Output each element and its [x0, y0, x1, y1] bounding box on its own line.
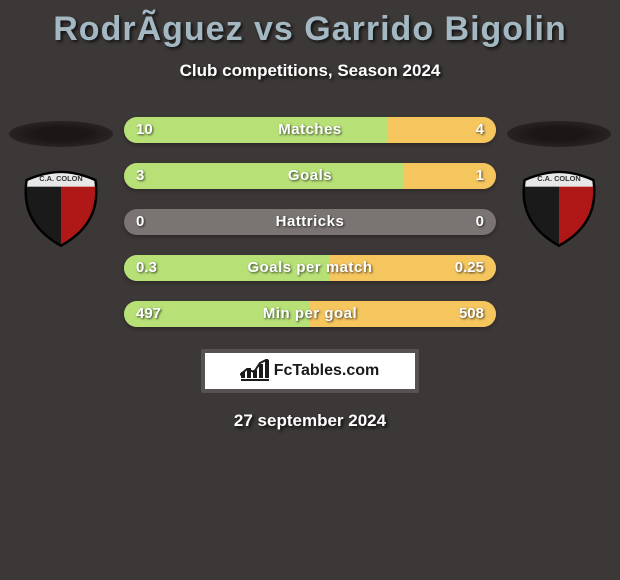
- stat-bars: 10Matches43Goals10Hattricks00.3Goals per…: [116, 117, 504, 327]
- stat-label: Goals per match: [124, 255, 496, 281]
- comparison-container: C.A. COLON 10Matches43Goals10Hattricks00…: [0, 117, 620, 327]
- stat-value-right: 0: [476, 209, 484, 235]
- avatar-shadow-left: [9, 121, 113, 147]
- svg-text:C.A. COLON: C.A. COLON: [39, 174, 82, 183]
- stat-value-right: 1: [476, 163, 484, 189]
- subtitle: Club competitions, Season 2024: [0, 61, 620, 81]
- shield-icon: C.A. COLON: [20, 167, 102, 249]
- club-shield-right: C.A. COLON: [518, 167, 600, 249]
- stat-label: Goals: [124, 163, 496, 189]
- date-line: 27 september 2024: [0, 411, 620, 431]
- stat-row-hattricks: 0Hattricks0: [124, 209, 496, 235]
- stat-value-right: 0.25: [455, 255, 484, 281]
- stat-row-matches: 10Matches4: [124, 117, 496, 143]
- stat-row-goals: 3Goals1: [124, 163, 496, 189]
- stat-label: Matches: [124, 117, 496, 143]
- bar-chart-icon: [241, 361, 269, 381]
- club-shield-left: C.A. COLON: [20, 167, 102, 249]
- avatar-shadow-right: [507, 121, 611, 147]
- svg-text:C.A. COLON: C.A. COLON: [537, 174, 580, 183]
- shield-icon: C.A. COLON: [518, 167, 600, 249]
- brand-label: FcTables.com: [274, 362, 380, 380]
- page-title: RodrÃ­guez vs Garrido Bigolin: [0, 0, 620, 49]
- stat-value-right: 4: [476, 117, 484, 143]
- stat-value-right: 508: [459, 301, 484, 327]
- player-left-col: C.A. COLON: [6, 117, 116, 249]
- stat-row-goals-per-match: 0.3Goals per match0.25: [124, 255, 496, 281]
- brand-box[interactable]: FcTables.com: [201, 349, 419, 393]
- stat-label: Min per goal: [124, 301, 496, 327]
- stat-label: Hattricks: [124, 209, 496, 235]
- player-right-col: C.A. COLON: [504, 117, 614, 249]
- stat-row-min-per-goal: 497Min per goal508: [124, 301, 496, 327]
